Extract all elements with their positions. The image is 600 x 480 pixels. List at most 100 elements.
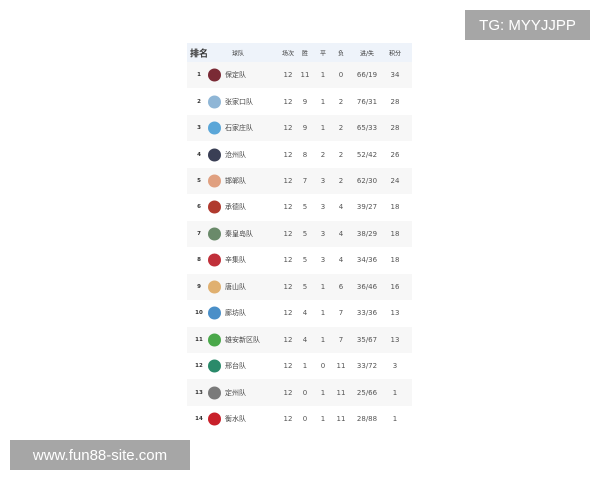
played-value: 12 xyxy=(283,203,293,212)
played-value: 12 xyxy=(283,388,293,397)
played-value: 12 xyxy=(283,282,293,291)
goals-value: 25/66 xyxy=(356,388,378,397)
team-logo-icon xyxy=(208,148,221,162)
team-logo-icon xyxy=(208,174,221,188)
header-rank: 排名 xyxy=(189,49,209,59)
lost-value: 6 xyxy=(338,282,344,291)
table-row[interactable]: 3 石家庄队 12 9 1 2 65/33 28 xyxy=(187,114,412,142)
won-value: 9 xyxy=(302,97,308,106)
played-value: 12 xyxy=(283,335,293,344)
won-value: 5 xyxy=(302,256,308,265)
lost-value: 0 xyxy=(338,71,344,80)
rank: 2 xyxy=(197,98,201,105)
played-value: 12 xyxy=(283,177,293,186)
watermark-tg: TG: MYYJJPP xyxy=(465,10,590,40)
team-logo-icon xyxy=(208,253,221,267)
lost-value: 7 xyxy=(338,335,344,344)
points-value: 13 xyxy=(390,335,400,344)
table-row[interactable]: 2 张家口队 12 9 1 2 76/31 28 xyxy=(187,88,412,114)
played-value: 12 xyxy=(283,124,293,133)
points-value: 1 xyxy=(392,415,398,424)
team-logo-icon xyxy=(208,280,221,294)
header-won: 胜 xyxy=(301,50,309,57)
goals-value: 66/19 xyxy=(356,71,378,80)
points-value: 16 xyxy=(390,282,400,291)
goals-value: 28/88 xyxy=(356,415,378,424)
table-row[interactable]: 10 廊坊队 12 4 1 7 33/36 13 xyxy=(187,300,412,326)
table-row[interactable]: 7 秦皇岛队 12 5 3 4 38/29 18 xyxy=(187,220,412,248)
lost-value: 2 xyxy=(338,177,344,186)
team-name: 衡水队 xyxy=(225,415,246,424)
points-value: 26 xyxy=(390,150,400,159)
team-logo-icon xyxy=(208,95,221,109)
points-value: 28 xyxy=(390,124,400,133)
points-value: 18 xyxy=(390,229,400,238)
table-row[interactable]: 12 邢台队 12 1 0 11 33/72 3 xyxy=(187,353,412,379)
team-name: 雄安新区队 xyxy=(225,335,260,344)
table-row[interactable]: 13 定州队 12 0 1 11 25/66 1 xyxy=(187,379,412,406)
team-logo-icon xyxy=(208,359,221,373)
team-name: 邢台队 xyxy=(225,362,246,371)
drawn-value: 3 xyxy=(320,256,326,265)
rank: 13 xyxy=(195,389,203,396)
rank: 4 xyxy=(197,151,201,158)
header-points: 积分 xyxy=(388,50,402,57)
points-value: 24 xyxy=(390,177,400,186)
team-logo-icon xyxy=(208,333,221,347)
rank: 11 xyxy=(195,336,203,343)
table-row[interactable]: 1 保定队 12 11 1 0 66/19 34 xyxy=(187,62,412,89)
header-played: 场次 xyxy=(281,50,295,57)
goals-value: 65/33 xyxy=(356,124,378,133)
team-logo-icon xyxy=(208,412,221,426)
rank: 3 xyxy=(197,125,201,132)
played-value: 12 xyxy=(283,229,293,238)
lost-value: 4 xyxy=(338,229,344,238)
won-value: 5 xyxy=(302,282,308,291)
team-name: 沧州队 xyxy=(225,150,246,159)
lost-value: 7 xyxy=(338,309,344,318)
won-value: 4 xyxy=(302,335,308,344)
rank: 14 xyxy=(195,416,203,423)
drawn-value: 1 xyxy=(320,415,326,424)
table-header: 排名 球队 场次 胜 平 负 进/失 积分 xyxy=(187,43,412,62)
table-row[interactable]: 6 承德队 12 5 3 4 39/27 18 xyxy=(187,194,412,220)
lost-value: 11 xyxy=(336,388,346,397)
played-value: 12 xyxy=(283,362,293,371)
drawn-value: 1 xyxy=(320,124,326,133)
team-name: 秦皇岛队 xyxy=(225,229,253,238)
played-value: 12 xyxy=(283,150,293,159)
rank: 6 xyxy=(197,204,201,211)
goals-value: 36/46 xyxy=(356,282,378,291)
won-value: 5 xyxy=(302,229,308,238)
goals-value: 39/27 xyxy=(356,203,378,212)
table-row[interactable]: 4 沧州队 12 8 2 2 52/42 26 xyxy=(187,141,412,167)
table-row[interactable]: 5 邯郸队 12 7 3 2 62/30 24 xyxy=(187,167,412,195)
lost-value: 2 xyxy=(338,97,344,106)
rank: 8 xyxy=(197,257,201,264)
drawn-value: 1 xyxy=(320,282,326,291)
points-value: 13 xyxy=(390,309,400,318)
played-value: 12 xyxy=(283,309,293,318)
played-value: 12 xyxy=(283,97,293,106)
goals-value: 33/36 xyxy=(356,309,378,318)
header-drawn: 平 xyxy=(319,50,327,57)
team-logo-icon xyxy=(208,386,221,400)
rank: 10 xyxy=(195,310,203,317)
table-row[interactable]: 9 唐山队 12 5 1 6 36/46 16 xyxy=(187,273,412,301)
played-value: 12 xyxy=(283,256,293,265)
header-goals: 进/失 xyxy=(359,50,375,57)
team-name: 辛集队 xyxy=(225,256,246,265)
goals-value: 62/30 xyxy=(356,177,378,186)
team-name: 承德队 xyxy=(225,203,246,212)
rank: 9 xyxy=(197,283,201,290)
team-name: 保定队 xyxy=(225,71,246,80)
team-name: 邯郸队 xyxy=(225,177,246,186)
lost-value: 4 xyxy=(338,203,344,212)
table-row[interactable]: 11 雄安新区队 12 4 1 7 35/67 13 xyxy=(187,326,412,353)
table-row[interactable]: 8 辛集队 12 5 3 4 34/36 18 xyxy=(187,247,412,273)
won-value: 1 xyxy=(302,362,308,371)
team-logo-icon xyxy=(208,121,221,135)
points-value: 28 xyxy=(390,97,400,106)
won-value: 0 xyxy=(302,415,308,424)
table-row[interactable]: 14 衡水队 12 0 1 11 28/88 1 xyxy=(187,406,412,432)
